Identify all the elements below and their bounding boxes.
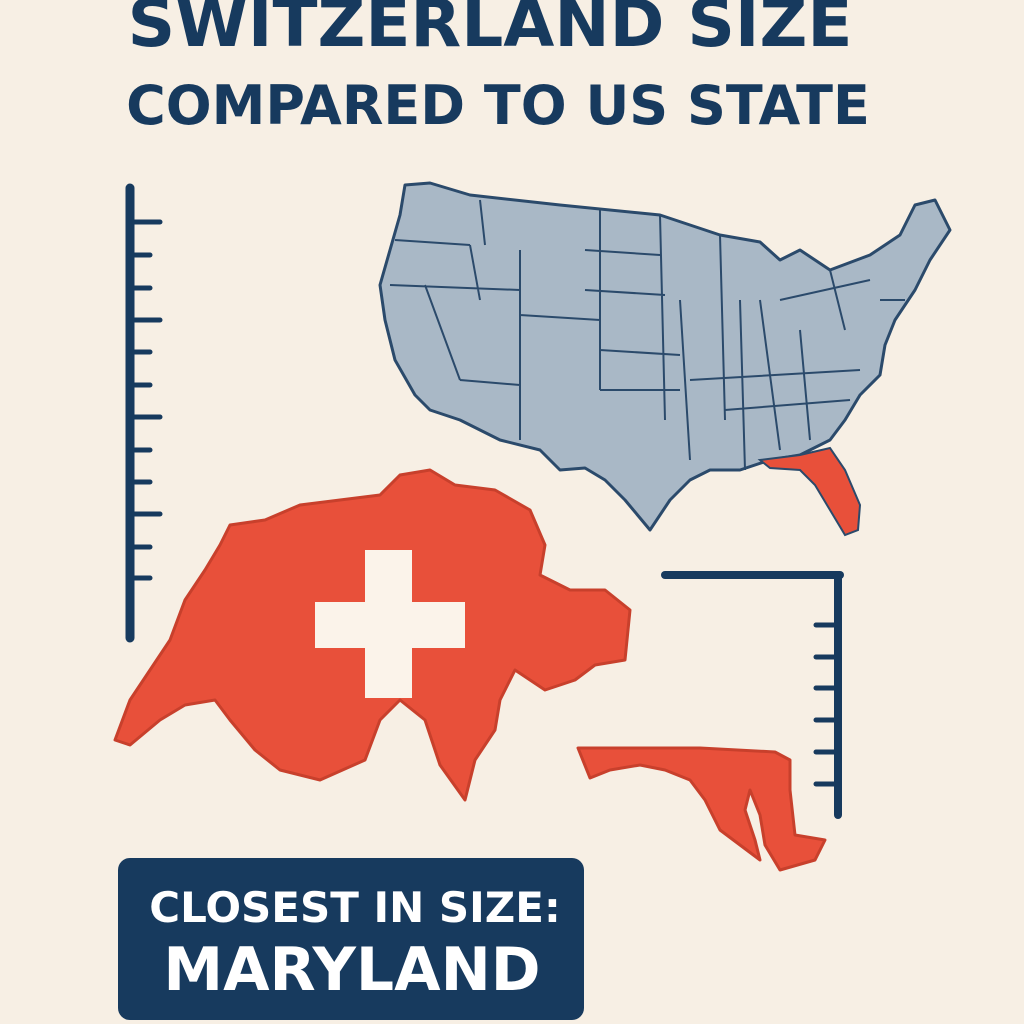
callout-label: CLOSEST IN SIZE:	[149, 883, 560, 932]
callout-box	[118, 858, 584, 1020]
switzerland	[113, 468, 632, 802]
left-ruler	[125, 183, 163, 643]
callout: CLOSEST IN SIZE: MARYLAND	[118, 858, 584, 1020]
us-map	[378, 181, 952, 537]
title-line-1: SWITZERLAND SIZE	[128, 0, 853, 62]
maryland-map	[576, 746, 827, 872]
callout-state: MARYLAND	[163, 935, 540, 1005]
swiss-cross	[315, 550, 465, 698]
right-ruler	[661, 571, 844, 819]
florida	[757, 446, 862, 537]
title-line-2: COMPARED TO US STATE	[126, 74, 870, 137]
